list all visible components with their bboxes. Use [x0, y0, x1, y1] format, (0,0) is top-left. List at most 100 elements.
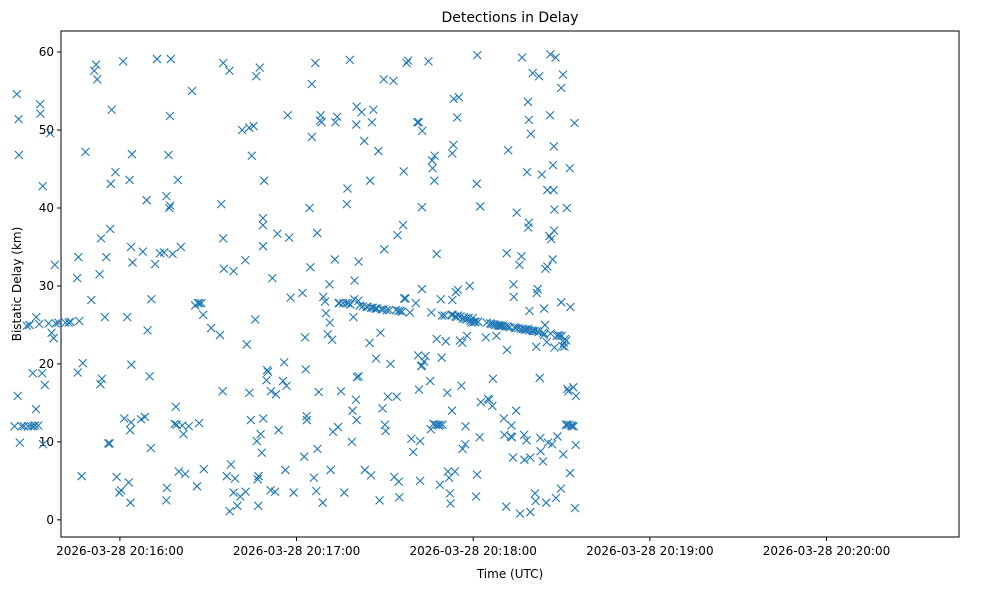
x-tick-label: 2026-03-28 20:18:00: [409, 544, 536, 558]
data-point: [507, 421, 516, 430]
data-point: [122, 312, 132, 322]
data-point: [257, 448, 267, 458]
data-point: [399, 294, 409, 303]
data-point: [546, 234, 556, 244]
data-point: [359, 136, 369, 146]
data-point: [258, 241, 268, 251]
data-point: [452, 113, 462, 122]
data-point: [556, 484, 566, 494]
data-point: [81, 147, 90, 157]
data-point: [408, 447, 418, 457]
data-point: [509, 280, 518, 289]
data-point: [146, 294, 156, 304]
data-point: [313, 444, 322, 454]
data-point: [429, 176, 439, 186]
data-point: [411, 298, 421, 308]
data-point: [378, 403, 387, 413]
data-point: [502, 248, 512, 258]
data-point: [12, 89, 22, 99]
data-point: [406, 434, 416, 444]
data-point: [333, 422, 343, 432]
data-point: [393, 230, 402, 240]
data-point: [166, 54, 176, 64]
data-point: [549, 142, 559, 151]
data-point: [74, 316, 84, 326]
data-point: [302, 415, 312, 425]
data-point: [415, 436, 425, 446]
data-point: [563, 384, 572, 394]
data-point: [325, 280, 334, 289]
data-point: [284, 233, 294, 242]
data-point: [13, 391, 23, 401]
data-point: [492, 331, 501, 341]
data-point: [225, 66, 234, 76]
data-point: [128, 258, 137, 267]
data-point: [394, 477, 404, 487]
data-point: [237, 125, 247, 135]
data-point: [336, 386, 346, 396]
data-point: [430, 151, 440, 161]
data-point: [441, 336, 451, 346]
data-point: [256, 429, 266, 439]
data-point: [449, 94, 459, 104]
data-point: [547, 439, 557, 449]
data-point: [502, 345, 512, 355]
data-point: [258, 220, 268, 230]
data-point: [365, 338, 374, 348]
data-point: [127, 149, 137, 159]
data-point: [35, 99, 45, 109]
y-tick-label: 0: [46, 513, 54, 527]
data-point: [346, 300, 355, 310]
chart-title: Detections in Delay: [441, 10, 578, 26]
data-point: [40, 380, 50, 390]
data-point: [246, 415, 256, 425]
data-point: [300, 333, 310, 342]
data-point: [14, 150, 24, 160]
data-point: [424, 57, 433, 66]
data-point: [255, 63, 265, 73]
data-point: [525, 453, 535, 462]
data-point: [165, 201, 175, 211]
data-point: [379, 74, 389, 84]
data-point: [327, 335, 337, 345]
data-point: [179, 429, 188, 439]
data-point: [174, 467, 184, 476]
data-point: [457, 381, 466, 391]
data-point: [354, 372, 364, 381]
data-point: [386, 359, 395, 369]
data-point: [539, 304, 549, 313]
data-point: [119, 414, 129, 423]
data-point: [539, 330, 549, 340]
data-point: [421, 351, 430, 361]
data-point: [249, 121, 258, 131]
data-point: [36, 109, 45, 119]
data-point: [435, 480, 445, 490]
data-point: [401, 294, 410, 303]
data-point: [426, 308, 436, 317]
data-point: [399, 166, 409, 176]
data-point: [472, 179, 482, 189]
data-point: [72, 273, 82, 283]
data-point: [112, 472, 122, 482]
data-point: [436, 294, 446, 304]
data-point: [481, 333, 491, 342]
data-point: [453, 285, 463, 295]
data-point: [15, 438, 25, 448]
data-point: [446, 499, 455, 508]
data-point: [512, 208, 522, 218]
data-point: [500, 430, 509, 440]
data-point: [509, 292, 519, 302]
data-point: [258, 213, 268, 223]
data-point: [471, 492, 481, 501]
data-point: [262, 375, 271, 385]
data-point: [450, 467, 460, 476]
data-point: [49, 333, 59, 343]
data-point: [326, 465, 336, 475]
data-point: [17, 421, 26, 431]
data-point: [320, 297, 330, 306]
data-point: [335, 298, 344, 308]
data-point: [565, 468, 575, 478]
data-point: [517, 251, 526, 261]
data-point: [197, 298, 206, 308]
data-point: [428, 163, 437, 173]
